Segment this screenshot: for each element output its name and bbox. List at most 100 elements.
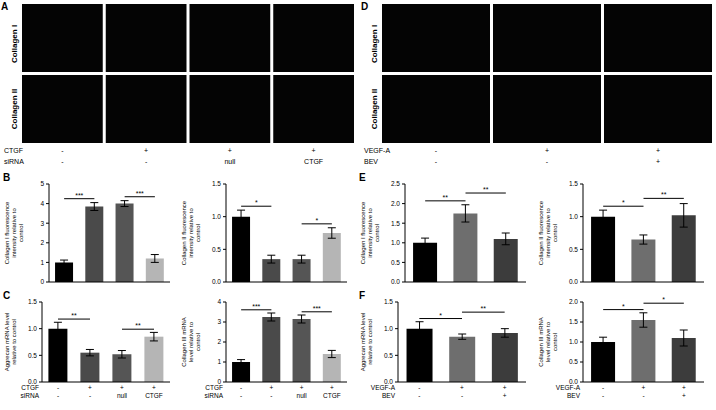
svg-text:-: - xyxy=(89,392,91,399)
svg-text:-: - xyxy=(435,147,438,154)
svg-text:Collagen II fluorescenceintens: Collagen II fluorescenceintensity relati… xyxy=(538,200,558,265)
svg-text:null: null xyxy=(297,392,308,399)
svg-text:0.0: 0.0 xyxy=(28,378,37,385)
svg-text:BEV: BEV xyxy=(364,158,378,165)
svg-text:-: - xyxy=(240,392,242,399)
svg-text:+: + xyxy=(312,147,316,154)
svg-text:***: *** xyxy=(252,303,260,310)
svg-text:-: - xyxy=(418,392,420,399)
svg-text:1: 1 xyxy=(217,358,221,365)
svg-text:VEGF-A: VEGF-A xyxy=(364,147,390,154)
svg-text:Aggrecan mRNA levelrelative to: Aggrecan mRNA levelrelative to control xyxy=(360,313,373,372)
svg-text:1.0: 1.0 xyxy=(391,239,400,246)
svg-text:-: - xyxy=(642,392,644,399)
svg-text:F: F xyxy=(359,290,365,301)
svg-text:Collagen II: Collagen II xyxy=(10,89,19,129)
svg-text:0: 0 xyxy=(217,378,221,385)
svg-text:0.5: 0.5 xyxy=(569,358,578,365)
svg-text:***: *** xyxy=(75,192,83,199)
svg-text:+: + xyxy=(656,158,660,165)
svg-text:A: A xyxy=(1,1,8,12)
svg-text:-: - xyxy=(61,147,64,154)
svg-text:CTGF: CTGF xyxy=(323,392,341,399)
svg-text:1.5: 1.5 xyxy=(28,298,37,305)
svg-text:BEV: BEV xyxy=(567,392,581,399)
svg-text:**: ** xyxy=(483,186,489,193)
svg-text:0.5: 0.5 xyxy=(384,352,393,359)
svg-text:VEGF-A: VEGF-A xyxy=(371,384,396,391)
svg-text:**: ** xyxy=(71,312,77,319)
svg-text:+: + xyxy=(460,384,464,391)
svg-text:0.0: 0.0 xyxy=(569,378,578,385)
svg-text:**: ** xyxy=(661,191,667,198)
svg-text:*: * xyxy=(255,199,258,206)
svg-text:+: + xyxy=(545,147,549,154)
svg-text:+: + xyxy=(682,384,686,391)
svg-text:+: + xyxy=(152,384,156,391)
svg-text:***: *** xyxy=(313,305,321,312)
svg-text:1.0: 1.0 xyxy=(569,338,578,345)
svg-text:CTGF: CTGF xyxy=(205,384,223,391)
svg-text:+: + xyxy=(88,384,92,391)
svg-text:0.5: 0.5 xyxy=(391,259,400,266)
svg-text:+: + xyxy=(642,384,646,391)
svg-text:+: + xyxy=(330,384,334,391)
svg-text:3: 3 xyxy=(40,220,44,227)
svg-text:3: 3 xyxy=(217,318,221,325)
svg-text:-: - xyxy=(61,158,64,165)
svg-text:VEGF-A: VEGF-A xyxy=(556,384,581,391)
svg-text:5: 5 xyxy=(40,180,44,187)
svg-text:*: * xyxy=(622,199,625,206)
svg-text:-: - xyxy=(602,384,604,391)
svg-text:null: null xyxy=(224,158,235,165)
svg-text:BEV: BEV xyxy=(382,392,396,399)
svg-text:+: + xyxy=(228,147,232,154)
svg-text:-: - xyxy=(435,158,438,165)
svg-text:+: + xyxy=(120,384,124,391)
svg-text:null: null xyxy=(117,392,128,399)
svg-text:+: + xyxy=(656,147,660,154)
svg-text:**: ** xyxy=(443,194,449,201)
svg-text:-: - xyxy=(461,392,463,399)
svg-text:2: 2 xyxy=(40,239,44,246)
svg-text:*: * xyxy=(622,303,625,310)
svg-text:CTGF: CTGF xyxy=(4,147,23,154)
svg-text:*: * xyxy=(439,312,442,319)
svg-text:0.5: 0.5 xyxy=(212,246,221,253)
svg-text:+: + xyxy=(682,392,686,399)
svg-text:-: - xyxy=(57,392,59,399)
svg-text:1: 1 xyxy=(40,259,44,266)
svg-text:1.5: 1.5 xyxy=(569,318,578,325)
svg-text:+: + xyxy=(503,392,507,399)
svg-text:4: 4 xyxy=(40,200,44,207)
svg-text:B: B xyxy=(3,172,10,183)
svg-text:+: + xyxy=(503,384,507,391)
svg-text:Collagen II fluorescenceintens: Collagen II fluorescenceintensity relati… xyxy=(181,200,201,265)
svg-text:4: 4 xyxy=(217,298,221,305)
svg-text:siRNA: siRNA xyxy=(205,392,224,399)
svg-text:1.0: 1.0 xyxy=(212,213,221,220)
svg-text:CTGF: CTGF xyxy=(304,158,323,165)
svg-text:-: - xyxy=(270,392,272,399)
svg-text:1.5: 1.5 xyxy=(384,298,393,305)
svg-text:CTGF: CTGF xyxy=(21,384,39,391)
svg-text:Collagen I fluorescenceintensi: Collagen I fluorescenceintensity relativ… xyxy=(4,201,24,264)
svg-text:-: - xyxy=(418,384,420,391)
svg-text:*: * xyxy=(315,217,318,224)
svg-text:1.5: 1.5 xyxy=(391,220,400,227)
svg-text:**: ** xyxy=(481,305,487,312)
svg-text:0.5: 0.5 xyxy=(28,352,37,359)
svg-text:Collagen III mRNAlevel relativ: Collagen III mRNAlevel relative tocontro… xyxy=(181,317,201,367)
svg-text:**: ** xyxy=(135,322,141,329)
svg-text:-: - xyxy=(602,392,604,399)
svg-text:1.5: 1.5 xyxy=(212,180,221,187)
svg-text:siRNA: siRNA xyxy=(4,158,24,165)
svg-text:1.0: 1.0 xyxy=(569,213,578,220)
svg-text:+: + xyxy=(300,384,304,391)
svg-text:Collagen III mRNAlevel relativ: Collagen III mRNAlevel relative tocontro… xyxy=(538,317,558,367)
svg-text:1.5: 1.5 xyxy=(569,180,578,187)
svg-text:1.0: 1.0 xyxy=(384,325,393,332)
svg-text:2.0: 2.0 xyxy=(391,200,400,207)
svg-text:D: D xyxy=(361,1,368,12)
svg-text:Collagen I fluorescenceintensi: Collagen I fluorescenceintensity relativ… xyxy=(360,201,380,264)
